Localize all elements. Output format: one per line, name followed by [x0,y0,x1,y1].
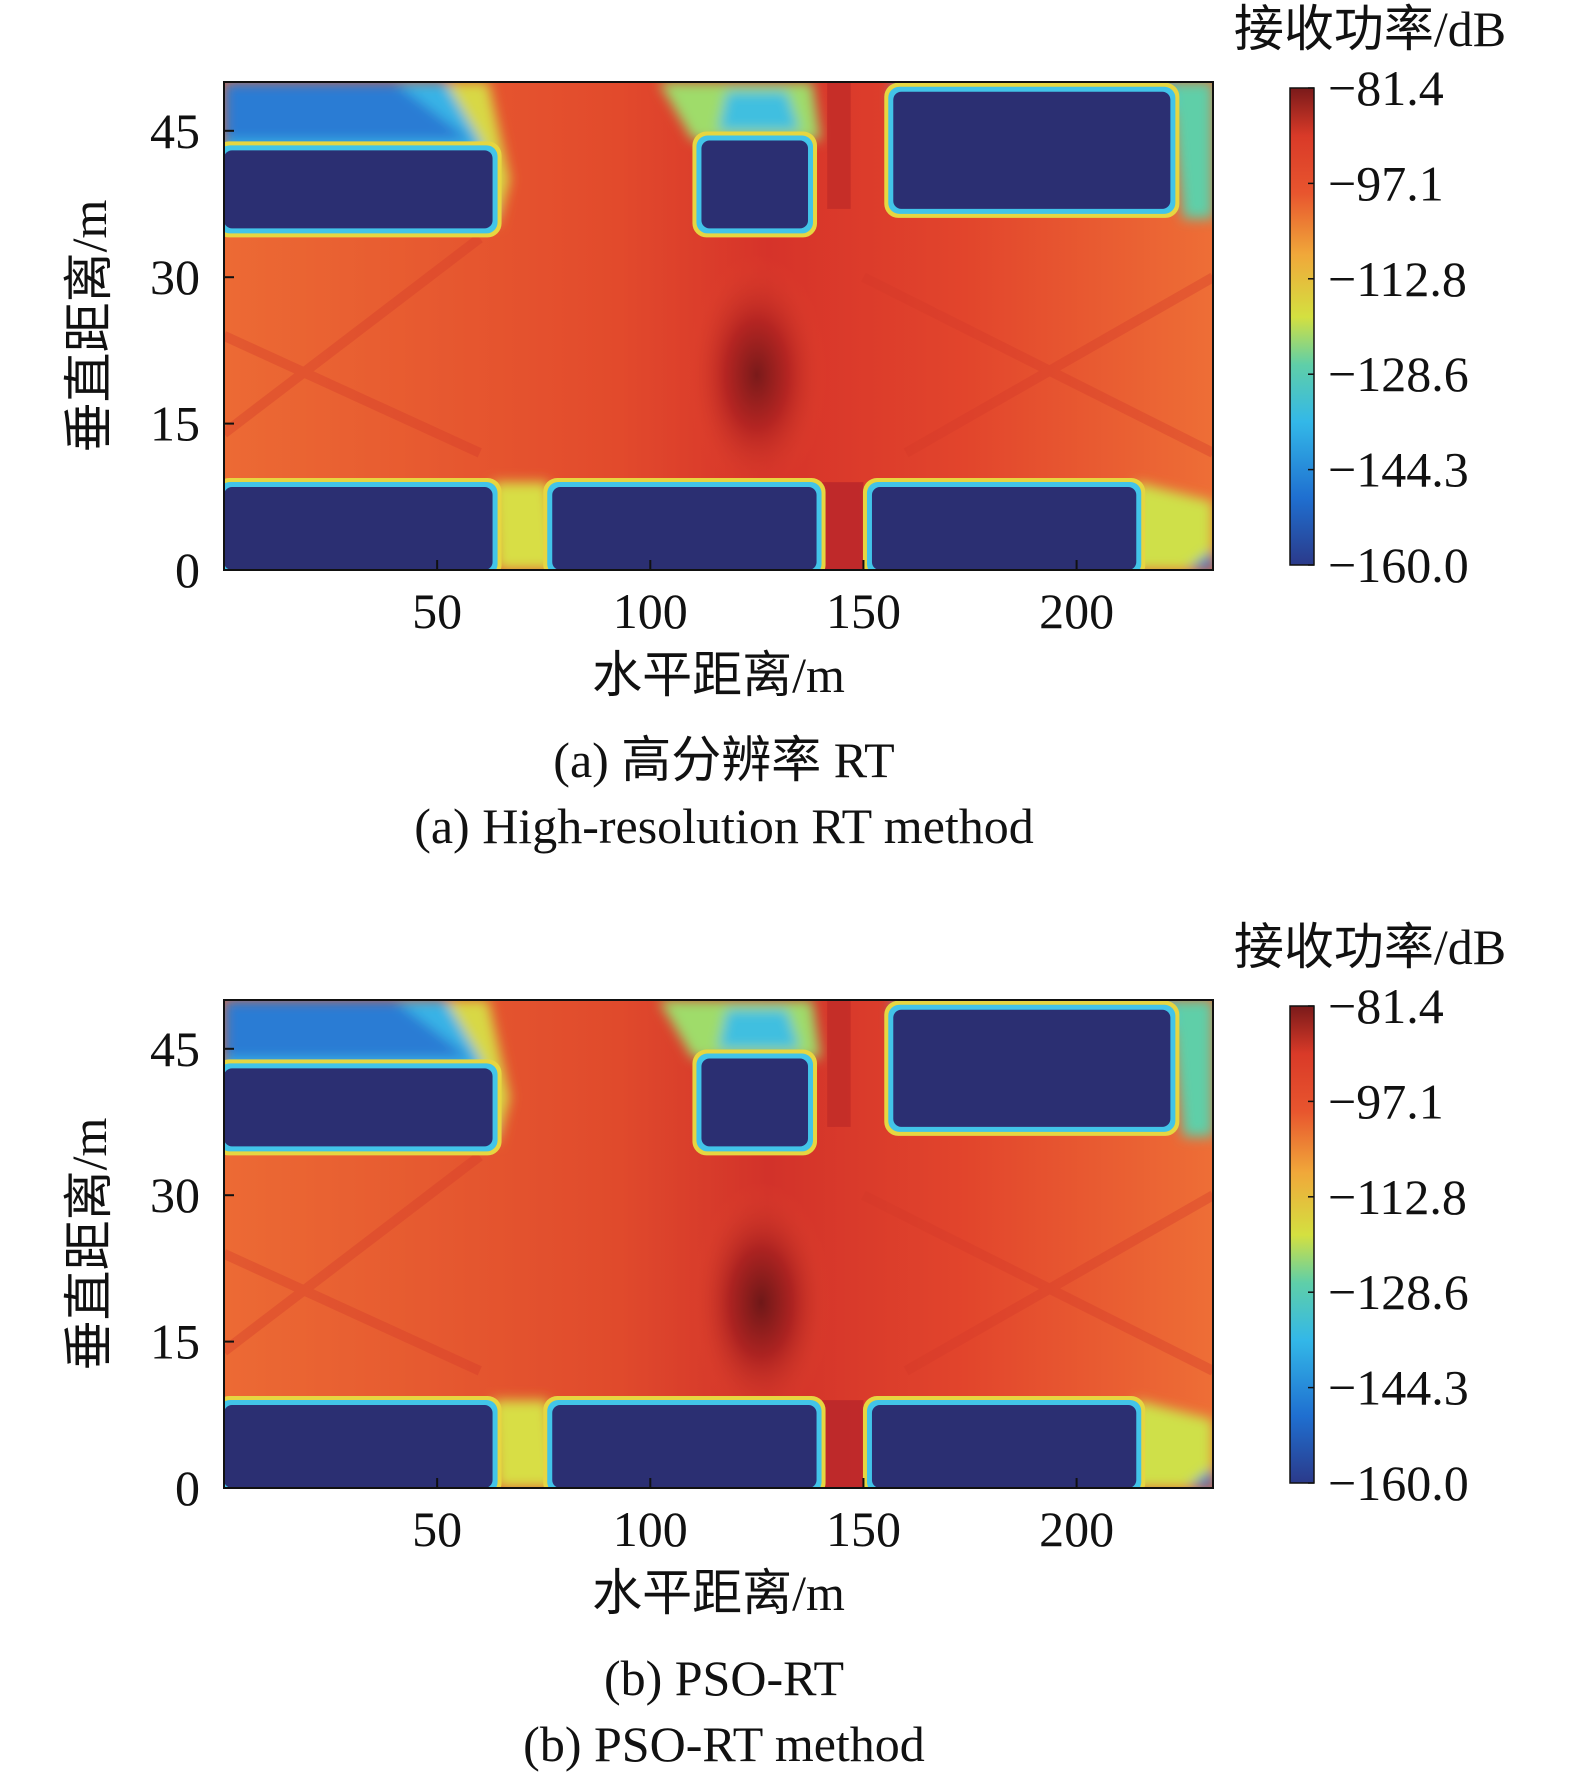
y-tick-label: 0 [175,542,200,598]
panel-b: 50 100 150 200 0 15 30 45 水平距离/m 垂直距离/m 接收功率/dB −8… [0,918,1575,1772]
plot-frame [223,81,1214,571]
building-2 [701,1058,809,1147]
colorbar-tick-label: −97.1 [1328,1073,1444,1129]
heatmap-streak [224,331,482,458]
colorbar-tick-label: −81.4 [1328,978,1444,1034]
x-tick-label: 100 [613,1501,688,1557]
building-4 [224,487,493,570]
colorbar-scale [1289,87,1315,566]
heatmap-region [718,91,800,131]
heatmap-streak [224,1152,483,1356]
y-axis-label: 垂直距离/m [61,200,117,453]
heatmap-corridor [827,82,851,209]
colorbar-tick-label: −160.0 [1328,537,1469,593]
x-tick-label: 200 [1039,1501,1114,1557]
heatmap-peak [686,254,827,495]
panel-a: 50 100 150 200 0 15 30 45 水平距离/m 垂直距离/m 接收功率/dB −8… [0,0,1575,870]
colorbar-tick-label: −144.3 [1328,1360,1469,1416]
building-1 [224,1068,493,1147]
building-6 [871,487,1137,570]
heatmap-streak [224,1249,482,1376]
building-2 [701,140,809,229]
heatmap-region [224,82,472,141]
y-tick-label: 15 [150,396,200,452]
heatmap-streak [903,1190,1213,1376]
colorbar-title: 接收功率/dB [1234,1,1506,57]
colorbar-tick-label: −128.6 [1328,1264,1469,1320]
colorbar-tick-label: −160.0 [1328,1455,1469,1511]
caption-cn-a: (a) 高分辨率 RT [553,732,895,788]
y-tick-label: 45 [150,103,200,159]
building-5 [552,1405,817,1488]
heatmap-corridor [820,482,864,570]
building-5 [552,487,817,570]
colorbar-b: 接收功率/dB−81.4 −97.1 −112.8 −128.6 −144.3 −160.… [1234,919,1506,1511]
y-tick-label: 0 [175,1460,200,1516]
y-axis-label: 垂直距离/m [61,1118,117,1371]
y-tick-label: 30 [150,249,200,305]
x-tick-label: 150 [826,1501,901,1557]
x-tick-label: 50 [412,1501,462,1557]
heatmap-corridor [827,1000,851,1127]
heatmap-plot-area-a [224,82,1213,570]
axes-b: 50 100 150 200 0 15 30 45 水平距离/m 垂直距离/m [61,999,1214,1621]
heatmap-corridor [820,1400,864,1488]
colorbar-tick-label: −112.8 [1328,251,1467,307]
heatmap-field [224,1000,1213,1488]
heatmap-b-svg: 50 100 150 200 0 15 30 45 水平距离/m 垂直距离/m 接收功率/dB−8… [61,919,1506,1621]
heatmap-streak [903,272,1213,458]
colorbar-tick-label: −128.6 [1328,346,1469,402]
heatmap-plot-area-b [224,1000,1213,1488]
building-1 [224,150,493,229]
heatmap-streaks [224,1152,1213,1376]
colorbar-tick-label: −81.4 [1328,60,1444,116]
y-tick-label: 15 [150,1314,200,1370]
caption-en-b: (b) PSO-RT method [523,1716,925,1772]
heatmap-streaks [224,234,1213,458]
caption-cn-b: (b) PSO-RT [603,1650,845,1706]
building-6 [871,1405,1137,1488]
colorbar-tick-label: −112.8 [1328,1169,1467,1225]
colorbar-scale [1289,1005,1315,1484]
heatmap-region [1187,550,1213,570]
colorbar-tick-label: −97.1 [1328,155,1444,211]
heatmap-region [492,1400,557,1488]
heatmap-region [1170,1000,1213,1137]
heatmap-a-svg: 50 100 150 200 0 15 30 45 水平距离/m 垂直距离/m 接收功率/dB−8… [61,1,1506,703]
heatmap-streak [861,1190,1213,1376]
x-axis-label: 水平距离/m [592,1565,845,1621]
heatmap-region [1127,482,1213,570]
y-tick-label: 30 [150,1167,200,1223]
heatmap-region [1170,82,1213,219]
colorbar-a: 接收功率/dB−81.4 −97.1 −112.8 −128.6 −144.3 −160.… [1234,1,1506,593]
heatmap-region [1127,1400,1213,1488]
caption-en-a: (a) High-resolution RT method [414,798,1034,854]
x-tick-label: 150 [826,583,901,639]
x-tick-label: 100 [613,583,688,639]
heatmap-streak [224,234,483,438]
plot-frame [223,999,1214,1489]
building-4 [224,1405,493,1488]
colorbar-title: 接收功率/dB [1234,919,1506,975]
building-3 [893,91,1171,209]
x-axis-label: 水平距离/m [592,647,845,703]
y-tick-label: 45 [150,1021,200,1077]
heatmap-region [718,1009,800,1049]
colorbar-tick-label: −144.3 [1328,442,1469,498]
heatmap-field [224,82,1213,570]
x-tick-label: 200 [1039,583,1114,639]
axes-a: 50 100 150 200 0 15 30 45 水平距离/m 垂直距离/m [61,81,1214,703]
heatmap-region [492,482,557,570]
x-tick-label: 50 [412,583,462,639]
building-3 [893,1009,1171,1127]
heatmap-region [224,1000,472,1059]
heatmap-peak [691,1182,832,1423]
heatmap-region [1187,1468,1213,1488]
heatmap-streak [861,272,1213,458]
